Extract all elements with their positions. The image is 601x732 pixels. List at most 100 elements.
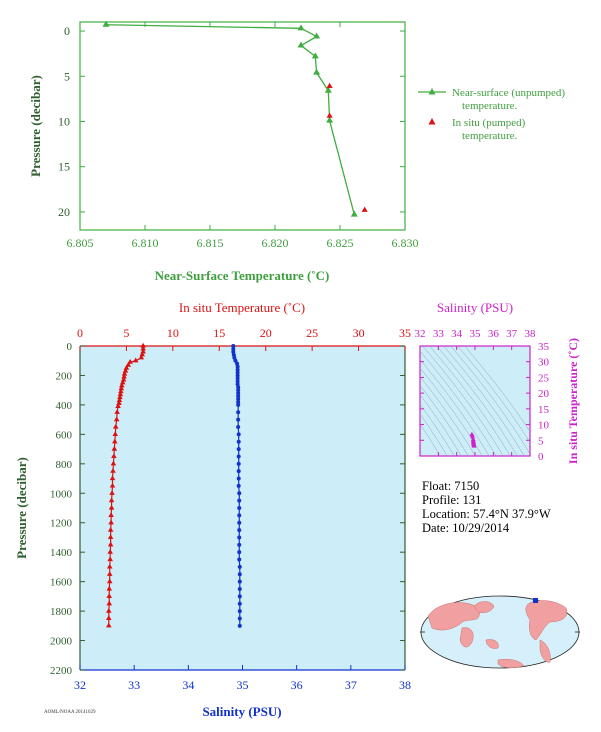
density-contour: [422, 346, 504, 456]
near-surface-temperature-chart: 6.805 6.810 6.815 6.820 6.825 6.830 05101520 …: [28, 20, 565, 283]
pressure-tick-label: 2000: [50, 636, 73, 648]
temperature-point: [112, 423, 119, 429]
ts-title: Salinity (PSU): [437, 300, 513, 315]
temperature-point: [114, 409, 120, 414]
salinity-point: [237, 491, 242, 496]
ts-y-tick-label: 15: [538, 404, 550, 416]
ts-y-axis-label: In situ Temperature (˚C): [566, 338, 580, 464]
salinity-point: [235, 376, 240, 381]
top-x-axis-label: Near-Surface Temperature (˚C): [155, 268, 330, 283]
pressure-tick-label: 1000: [50, 488, 73, 500]
density-contour: [420, 359, 490, 456]
unpumped-temperature-point: [313, 32, 321, 39]
pressure-tick-label: 400: [56, 400, 73, 412]
top-y-tick-label: 15: [58, 160, 70, 174]
date: Date: 10/29/2014: [422, 521, 510, 535]
salinity-point: [237, 542, 242, 547]
temperature-tick-label: 25: [306, 326, 318, 340]
salinity-point: [237, 498, 242, 503]
salinity-tick-label: 36: [291, 678, 303, 692]
temperature-tick-label: 30: [353, 326, 365, 340]
top-x-tick-label: 6.815: [197, 236, 224, 250]
legend-pumped-label-2: temperature.: [462, 130, 518, 142]
density-contour: [420, 385, 469, 456]
salinity-point: [236, 402, 241, 407]
top-x-tick-label: 6.825: [327, 236, 354, 250]
salinity-point: [236, 417, 241, 422]
density-contour: [420, 350, 497, 456]
salinity-point: [236, 385, 241, 390]
top-y-tick-label: 20: [58, 205, 70, 219]
salinity-point: [237, 601, 242, 606]
temperature-point: [116, 400, 122, 406]
unpumped-temperature-point: [311, 52, 319, 59]
salinity-point: [233, 358, 238, 363]
salinity-tick-label: 37: [345, 678, 357, 692]
density-contour: [443, 346, 525, 456]
unpumped-temperature-point: [297, 24, 305, 31]
ts-x-tick-label: 36: [488, 328, 500, 340]
temperature-point: [121, 373, 127, 379]
salinity-point: [237, 520, 242, 525]
location: Location: 57.4°N 37.9°W: [422, 507, 551, 521]
salinity-point: [236, 432, 241, 437]
salinity-point: [236, 454, 241, 459]
salinity-point: [236, 397, 241, 402]
temperature-axis-label: In situ Temperature (˚C): [179, 300, 305, 315]
pressure-tick-label: 600: [56, 429, 73, 441]
pressure-tick-label: 1600: [50, 577, 73, 589]
top-x-tick-label: 6.805: [67, 236, 94, 250]
salinity-point: [236, 447, 241, 452]
ts-point: [470, 434, 476, 439]
legend-red-triangle-marker: [428, 118, 436, 125]
unpumped-temperature-point: [326, 116, 334, 123]
temperature-point: [140, 342, 146, 348]
ts-x-tick-label: 34: [451, 328, 463, 340]
salinity-point: [237, 550, 242, 555]
temperature-point: [117, 391, 124, 397]
density-contour: [420, 367, 483, 456]
temperature-point: [138, 354, 145, 360]
salinity-point: [236, 425, 241, 429]
temperature-point: [106, 607, 112, 613]
salinity-point: [237, 572, 242, 577]
temperature-point: [109, 482, 116, 488]
salinity-tick-label: 38: [399, 678, 411, 692]
density-contours: [420, 346, 530, 456]
salinity-tick-label: 35: [237, 678, 249, 692]
salinity-point: [236, 388, 241, 393]
pressure-tick-label: 0: [67, 341, 73, 353]
temperature-tick-label: 5: [123, 326, 129, 340]
temperature-point: [106, 593, 113, 598]
salinity-tick-label: 33: [128, 678, 140, 692]
legend-unpumped-label-1: Near-surface (unpumped): [452, 87, 565, 99]
temperature-point: [117, 394, 123, 400]
pressure-tick-label: 800: [56, 459, 73, 471]
temperature-point: [108, 497, 115, 503]
temperature-point: [107, 541, 114, 547]
salinity-point: [235, 367, 240, 372]
top-x-tick-label: 6.830: [392, 236, 419, 250]
unpumped-temperature-point: [102, 20, 110, 27]
unpumped-temperature-point: [313, 68, 321, 75]
density-contour: [429, 346, 511, 456]
float-info: Float: 7150 Profile: 131 Location: 57.4°…: [422, 479, 551, 535]
temperature-point: [118, 388, 124, 394]
temperature-point: [122, 367, 129, 373]
pressure-tick-label: 1800: [50, 606, 73, 618]
top-x-tick-label: 6.810: [132, 236, 159, 250]
temperature-point: [113, 416, 120, 422]
salinity-point: [237, 528, 242, 533]
unpumped-temperature-point: [297, 41, 305, 48]
temperature-point: [139, 351, 145, 357]
temperature-point: [132, 357, 139, 363]
ts-y-tick-label: 35: [538, 341, 550, 353]
ts-y-tick-label: 20: [538, 388, 550, 400]
temperature-point: [109, 490, 115, 495]
temperature-tick-label: 15: [213, 326, 225, 340]
top-y-tick-label: 0: [64, 24, 70, 38]
top-y-tick-label: 5: [64, 69, 70, 83]
legend-pumped-label-1: In situ (pumped): [452, 117, 526, 129]
ts-x-tick-label: 37: [506, 328, 518, 340]
salinity-point: [237, 506, 242, 510]
